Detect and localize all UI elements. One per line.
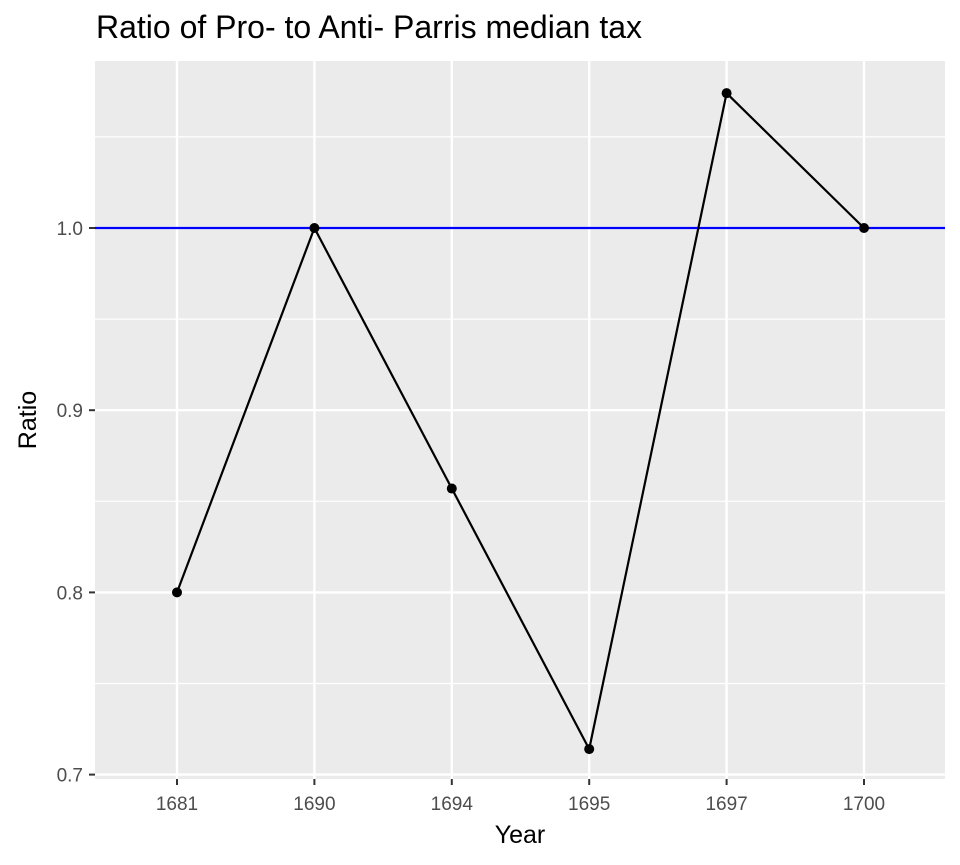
x-tick-label: 1700 bbox=[843, 794, 885, 815]
plot-panel bbox=[95, 61, 945, 779]
chart-title: Ratio of Pro- to Anti- Parris median tax bbox=[96, 9, 642, 45]
x-tick-label: 1695 bbox=[568, 794, 610, 815]
data-points bbox=[172, 88, 869, 755]
x-axis-title: Year bbox=[495, 821, 546, 849]
y-tick-label: 0.7 bbox=[57, 766, 83, 787]
data-point-1695 bbox=[584, 744, 595, 755]
x-tick-label: 1681 bbox=[156, 794, 198, 815]
y-axis: 0.7 0.8 0.9 1.0 bbox=[57, 219, 95, 787]
y-axis-title: Ratio bbox=[14, 391, 42, 449]
data-point-1690 bbox=[309, 223, 320, 233]
data-point-1694 bbox=[446, 483, 457, 494]
x-tick-label: 1697 bbox=[705, 794, 747, 815]
y-tick-label: 0.9 bbox=[57, 401, 83, 422]
data-point-1681 bbox=[172, 587, 182, 598]
data-point-1697 bbox=[721, 88, 732, 99]
y-tick-label: 0.8 bbox=[57, 583, 83, 604]
minor-gridlines bbox=[95, 136, 945, 685]
x-tick-label: 1690 bbox=[293, 794, 335, 815]
data-point-1700 bbox=[859, 223, 869, 233]
series-line-group bbox=[175, 92, 865, 751]
x-tick-label: 1694 bbox=[431, 794, 474, 815]
series-line bbox=[175, 92, 865, 751]
y-tick-label: 1.0 bbox=[57, 219, 83, 240]
x-axis: 1681 1690 1694 1695 1697 1700 bbox=[156, 779, 885, 815]
